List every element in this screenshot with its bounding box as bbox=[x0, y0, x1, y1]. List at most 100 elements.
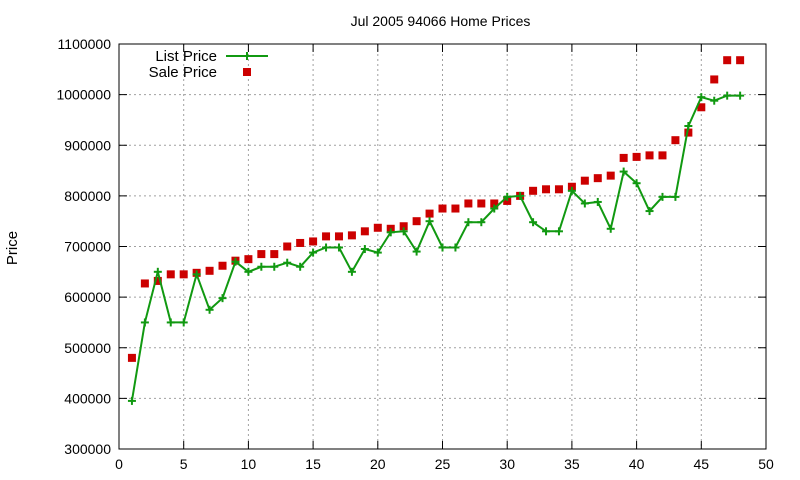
x-tick-label: 5 bbox=[180, 456, 188, 472]
list-price-point bbox=[218, 294, 227, 303]
list-price-point bbox=[542, 227, 551, 236]
sale-price-point bbox=[580, 176, 589, 185]
list-price-point bbox=[166, 318, 175, 327]
chart-title: Jul 2005 94066 Home Prices bbox=[351, 13, 531, 29]
list-price-line bbox=[130, 94, 741, 402]
y-tick-label: 500000 bbox=[64, 340, 111, 356]
sale-price-point bbox=[632, 152, 641, 161]
list-price-point bbox=[283, 258, 292, 267]
sale-price-point bbox=[360, 227, 369, 236]
list-price-point bbox=[270, 262, 279, 271]
x-tick-label: 35 bbox=[564, 456, 580, 472]
series-list-price bbox=[127, 91, 745, 405]
y-axis-label: Price bbox=[4, 231, 21, 265]
sale-price-point bbox=[218, 261, 227, 270]
list-price-point bbox=[477, 218, 486, 227]
list-price-point bbox=[451, 243, 460, 252]
sale-price-point bbox=[645, 151, 654, 160]
legend-marker-list-price bbox=[243, 52, 251, 60]
list-price-point bbox=[580, 199, 589, 208]
list-price-point bbox=[192, 270, 201, 279]
sale-price-point bbox=[697, 103, 706, 112]
list-price-point bbox=[645, 207, 654, 216]
y-tick-label: 400000 bbox=[64, 390, 111, 406]
list-price-point bbox=[658, 192, 667, 201]
list-price-point bbox=[179, 318, 188, 327]
list-price-point bbox=[334, 243, 343, 252]
y-tick-label: 900000 bbox=[64, 137, 111, 153]
x-tick-label: 0 bbox=[115, 456, 123, 472]
x-tick-label: 10 bbox=[241, 456, 257, 472]
list-price-point bbox=[347, 267, 356, 276]
list-price-point bbox=[412, 247, 421, 256]
list-price-point bbox=[140, 318, 149, 327]
series-layer bbox=[127, 56, 745, 405]
list-price-point bbox=[671, 192, 680, 201]
sale-price-point bbox=[464, 199, 473, 208]
sale-price-point bbox=[671, 136, 680, 145]
y-tick-label: 800000 bbox=[64, 188, 111, 204]
sale-price-point bbox=[606, 171, 615, 180]
list-price-point bbox=[205, 305, 214, 314]
list-price-point bbox=[490, 204, 499, 213]
x-tick-label: 20 bbox=[370, 456, 386, 472]
sale-price-point bbox=[166, 270, 175, 279]
sale-price-point bbox=[179, 270, 188, 279]
list-price-point bbox=[503, 192, 512, 201]
list-price-point bbox=[606, 224, 615, 233]
list-price-point bbox=[736, 91, 745, 100]
list-price-point bbox=[373, 248, 382, 257]
list-price-point bbox=[567, 186, 576, 195]
legend-marker-sale-price bbox=[243, 68, 251, 76]
list-price-point bbox=[619, 167, 628, 176]
sale-price-point bbox=[322, 232, 331, 241]
list-price-point bbox=[127, 396, 136, 405]
sale-price-point bbox=[153, 276, 162, 285]
sale-price-point bbox=[412, 217, 421, 226]
sale-price-point bbox=[658, 151, 667, 160]
list-price-point bbox=[697, 93, 706, 102]
sale-price-point bbox=[542, 185, 551, 194]
legend-label-sale-price: Sale Price bbox=[149, 64, 217, 81]
list-price-point bbox=[399, 227, 408, 236]
y-tick-label: 1000000 bbox=[56, 87, 111, 103]
list-price-point bbox=[710, 96, 719, 105]
sale-price-point bbox=[244, 255, 253, 264]
sale-price-point bbox=[438, 204, 447, 213]
sale-price-point bbox=[567, 182, 576, 191]
sale-price-point bbox=[451, 204, 460, 213]
sale-price-point bbox=[619, 153, 628, 162]
list-price-point bbox=[723, 91, 732, 100]
x-tick-label: 40 bbox=[629, 456, 645, 472]
list-price-point bbox=[386, 228, 395, 237]
sale-price-point bbox=[309, 237, 318, 246]
sale-price-point bbox=[529, 186, 538, 195]
y-tick-label: 1100000 bbox=[58, 36, 112, 52]
list-price-point bbox=[309, 248, 318, 257]
sale-price-point bbox=[205, 266, 214, 275]
x-tick-label: 25 bbox=[435, 456, 451, 472]
sale-price-point bbox=[477, 199, 486, 208]
list-price-point bbox=[296, 262, 305, 271]
sale-price-point bbox=[554, 185, 563, 194]
sale-price-point bbox=[723, 56, 732, 65]
axis-ticks: 0 5 10 15 20 25 30 35 40 45 50 300000 400000 500000 60… bbox=[56, 36, 774, 472]
sale-price-point bbox=[710, 75, 719, 84]
list-price-point bbox=[257, 262, 266, 271]
list-price-point bbox=[244, 267, 253, 276]
sale-price-point bbox=[425, 209, 434, 218]
y-tick-label: 300000 bbox=[64, 441, 111, 457]
list-price-point bbox=[153, 267, 162, 276]
list-price-point bbox=[632, 179, 641, 188]
list-price-point bbox=[516, 191, 525, 200]
x-tick-label: 45 bbox=[694, 456, 710, 472]
sale-price-point bbox=[257, 250, 266, 259]
sale-price-point bbox=[270, 250, 279, 259]
list-price-point bbox=[529, 218, 538, 227]
list-price-point bbox=[322, 243, 331, 252]
legend-label-list-price: List Price bbox=[155, 48, 217, 65]
list-price-point bbox=[425, 217, 434, 226]
list-price-point bbox=[464, 218, 473, 227]
